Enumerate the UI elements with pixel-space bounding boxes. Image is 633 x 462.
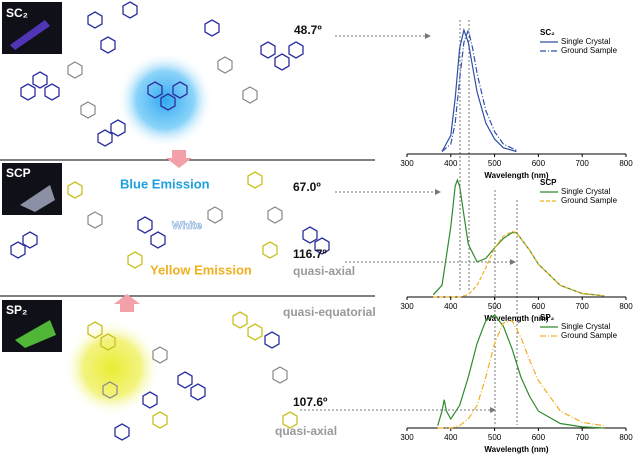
crystal-label: SCP xyxy=(6,166,31,180)
arrow-down xyxy=(166,150,192,168)
spectrum-line xyxy=(441,27,517,153)
angle-label: 67.0º xyxy=(293,180,321,194)
x-tick-label: 800 xyxy=(619,159,633,168)
emission-label: Blue Emission xyxy=(120,176,210,191)
spectrum-line xyxy=(441,27,517,152)
conformation-label: quasi-equatorial xyxy=(283,305,376,319)
emission-label: Yellow Emission xyxy=(150,262,252,277)
yellow-glow xyxy=(64,320,160,416)
x-axis-label: Wavelength (nm) xyxy=(484,445,548,454)
x-tick-label: 600 xyxy=(532,433,546,442)
spectrum-line xyxy=(437,319,605,429)
conformation-label: quasi-axial xyxy=(275,424,337,438)
legend-label: Single Crystal xyxy=(561,187,611,196)
x-tick-label: 400 xyxy=(444,159,458,168)
legend-title: SCP xyxy=(540,178,557,187)
x-tick-label: 300 xyxy=(400,159,414,168)
angle-label: 48.7º xyxy=(294,23,322,37)
crystal xyxy=(15,320,56,348)
arrow-up xyxy=(114,294,140,312)
legend-title: SC₂ xyxy=(540,28,555,37)
white-label: White xyxy=(172,220,202,232)
guides xyxy=(300,20,518,425)
legend-label: Ground Sample xyxy=(561,331,618,340)
x-tick-label: 300 xyxy=(400,302,414,311)
x-tick-label: 800 xyxy=(619,302,633,311)
x-axis-label: Wavelength (nm) xyxy=(484,171,548,180)
x-tick-label: 700 xyxy=(576,433,590,442)
legend-label: Single Crystal xyxy=(561,37,611,46)
x-tick-label: 500 xyxy=(488,159,502,168)
crystal xyxy=(20,185,55,212)
legend-label: Ground Sample xyxy=(561,46,618,55)
legend-label: Ground Sample xyxy=(561,196,618,205)
legend-label: Single Crystal xyxy=(561,322,611,331)
x-tick-label: 700 xyxy=(576,302,590,311)
x-axis-label: Wavelength (nm) xyxy=(484,314,548,323)
spectrum-line xyxy=(432,178,605,297)
spectrum-line xyxy=(437,314,605,429)
x-tick-label: 600 xyxy=(532,159,546,168)
x-tick-label: 300 xyxy=(400,433,414,442)
angle-label: 107.6º xyxy=(293,395,328,409)
x-tick-label: 700 xyxy=(576,159,590,168)
blue-glow xyxy=(117,52,213,148)
crystal-label: SP₂ xyxy=(6,303,27,317)
x-tick-label: 400 xyxy=(444,433,458,442)
x-tick-label: 600 xyxy=(532,302,546,311)
spectrum-line xyxy=(433,230,605,298)
crystal xyxy=(10,20,50,50)
legend-title: SP₂ xyxy=(540,313,555,322)
x-tick-label: 500 xyxy=(488,433,502,442)
x-tick-label: 800 xyxy=(619,433,633,442)
angle-label: 116.7º xyxy=(293,247,327,261)
crystal-label: SC₂ xyxy=(6,6,28,20)
x-tick-label: 400 xyxy=(444,302,458,311)
x-tick-label: 500 xyxy=(488,302,502,311)
conformation-label: quasi-axial xyxy=(293,264,355,278)
